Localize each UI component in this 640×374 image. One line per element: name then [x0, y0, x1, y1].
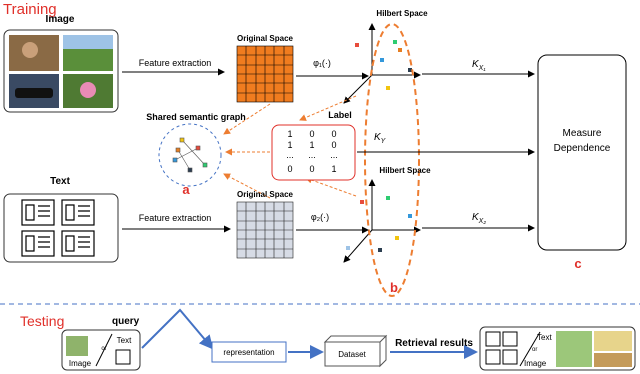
text-label: Text: [50, 176, 70, 187]
retrieval-results: Retrieval results: [395, 338, 473, 349]
mapping: φ₁(·): [313, 58, 331, 68]
query-label: query: [112, 316, 140, 327]
matrix-entry: 0: [331, 129, 336, 139]
matrix-entry: 1: [287, 140, 292, 150]
gray-grid: [236, 201, 294, 259]
result-image: Image: [524, 359, 547, 368]
matrix-entry: K: [472, 212, 480, 223]
measure-box: [537, 54, 627, 251]
matrix-entry: X₂: [478, 218, 487, 225]
marker-a: a: [182, 182, 190, 197]
graph-title: Shared semantic graph: [146, 112, 246, 122]
matrix-entry: K: [374, 132, 382, 143]
training-title: Training: [3, 1, 57, 18]
embedding-points: [346, 40, 412, 252]
result-text: Text: [537, 333, 552, 342]
original-space: Original Space: [237, 34, 294, 43]
image-box: [3, 29, 119, 113]
query-text: Text: [117, 336, 132, 345]
matrix-entry: ...: [330, 150, 338, 160]
image-thumbnails: [9, 35, 113, 108]
dashed-arrow: [223, 103, 271, 135]
document-icons: [21, 199, 95, 257]
image-label: Image: [46, 14, 75, 25]
matrix-entry: 0: [309, 164, 314, 174]
result-or: or: [532, 347, 537, 353]
matrix-entry: 1: [287, 129, 292, 139]
text-box: [3, 193, 119, 263]
dataset: Dataset: [338, 350, 366, 359]
matrix-entry: K: [472, 59, 480, 70]
matrix-entry: ...: [286, 150, 294, 160]
matrix-entry: 0: [331, 140, 336, 150]
hilbert-space: Hilbert Space: [379, 166, 431, 175]
measure-line: Dependence: [554, 143, 611, 154]
marker-b: b: [390, 280, 398, 295]
label-title: Label: [328, 110, 352, 120]
hilbert-space: Hilbert Space: [376, 9, 428, 18]
orange-grid: [236, 45, 294, 103]
feature-extraction: Feature extraction: [139, 213, 212, 223]
label-box: [271, 124, 356, 181]
marker-c: c: [574, 256, 581, 271]
kernel-y: KY: [374, 132, 387, 145]
dashed-arrow: [299, 95, 357, 121]
kernel-x2: KX₂: [472, 212, 486, 225]
matrix-entry: 0: [287, 164, 292, 174]
representation-box: [211, 341, 287, 363]
testing-title: Testing: [20, 313, 64, 329]
graph-nodes: [172, 137, 208, 173]
dataset-box: [323, 334, 388, 368]
measure-line: Measure: [563, 128, 602, 139]
image-thumb: [66, 336, 88, 356]
query-or: or: [101, 346, 106, 352]
representation: representation: [223, 348, 274, 357]
matrix-entry: ...: [308, 150, 316, 160]
graph-circle: [158, 123, 222, 187]
axes: [343, 23, 421, 263]
hilbert-ellipse: [364, 23, 420, 297]
original-space: Original Space: [237, 190, 294, 199]
kernel-x1: KX₁: [472, 59, 486, 72]
flow-arrow: [141, 308, 214, 350]
mapping: φ₂(·): [311, 212, 329, 222]
matrix-entry: 0: [309, 129, 314, 139]
feature-extraction: Feature extraction: [139, 58, 212, 68]
matrix-entry: X₁: [478, 65, 487, 72]
matrix-entry: Y: [381, 138, 387, 145]
doc-icon: [115, 349, 131, 365]
matrix-entry: 1: [331, 164, 336, 174]
divider: [95, 333, 113, 367]
dashed-arrow: [305, 176, 357, 197]
dashed-arrow: [223, 173, 271, 199]
matrix-entry: 1: [309, 140, 314, 150]
result-thumbnails: [485, 331, 632, 367]
query-image: Image: [69, 359, 92, 368]
